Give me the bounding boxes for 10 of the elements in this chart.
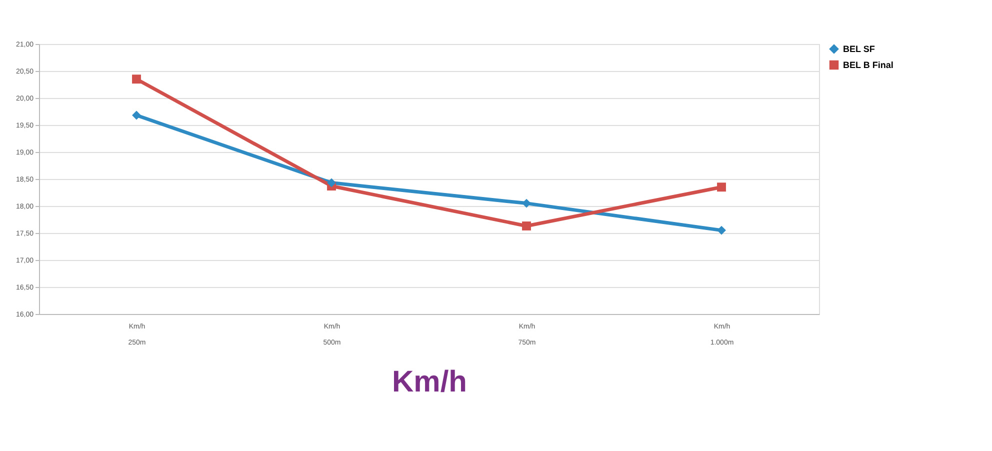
point (132, 110, 141, 120)
point (327, 178, 336, 188)
point (522, 198, 531, 208)
point (522, 222, 531, 230)
point (717, 182, 726, 192)
point (132, 74, 141, 84)
point (717, 226, 726, 235)
legend-label: BEL SF (843, 44, 876, 54)
x-axis-title: Km/h (392, 366, 467, 398)
legend-label: BEL B Final (843, 60, 894, 70)
